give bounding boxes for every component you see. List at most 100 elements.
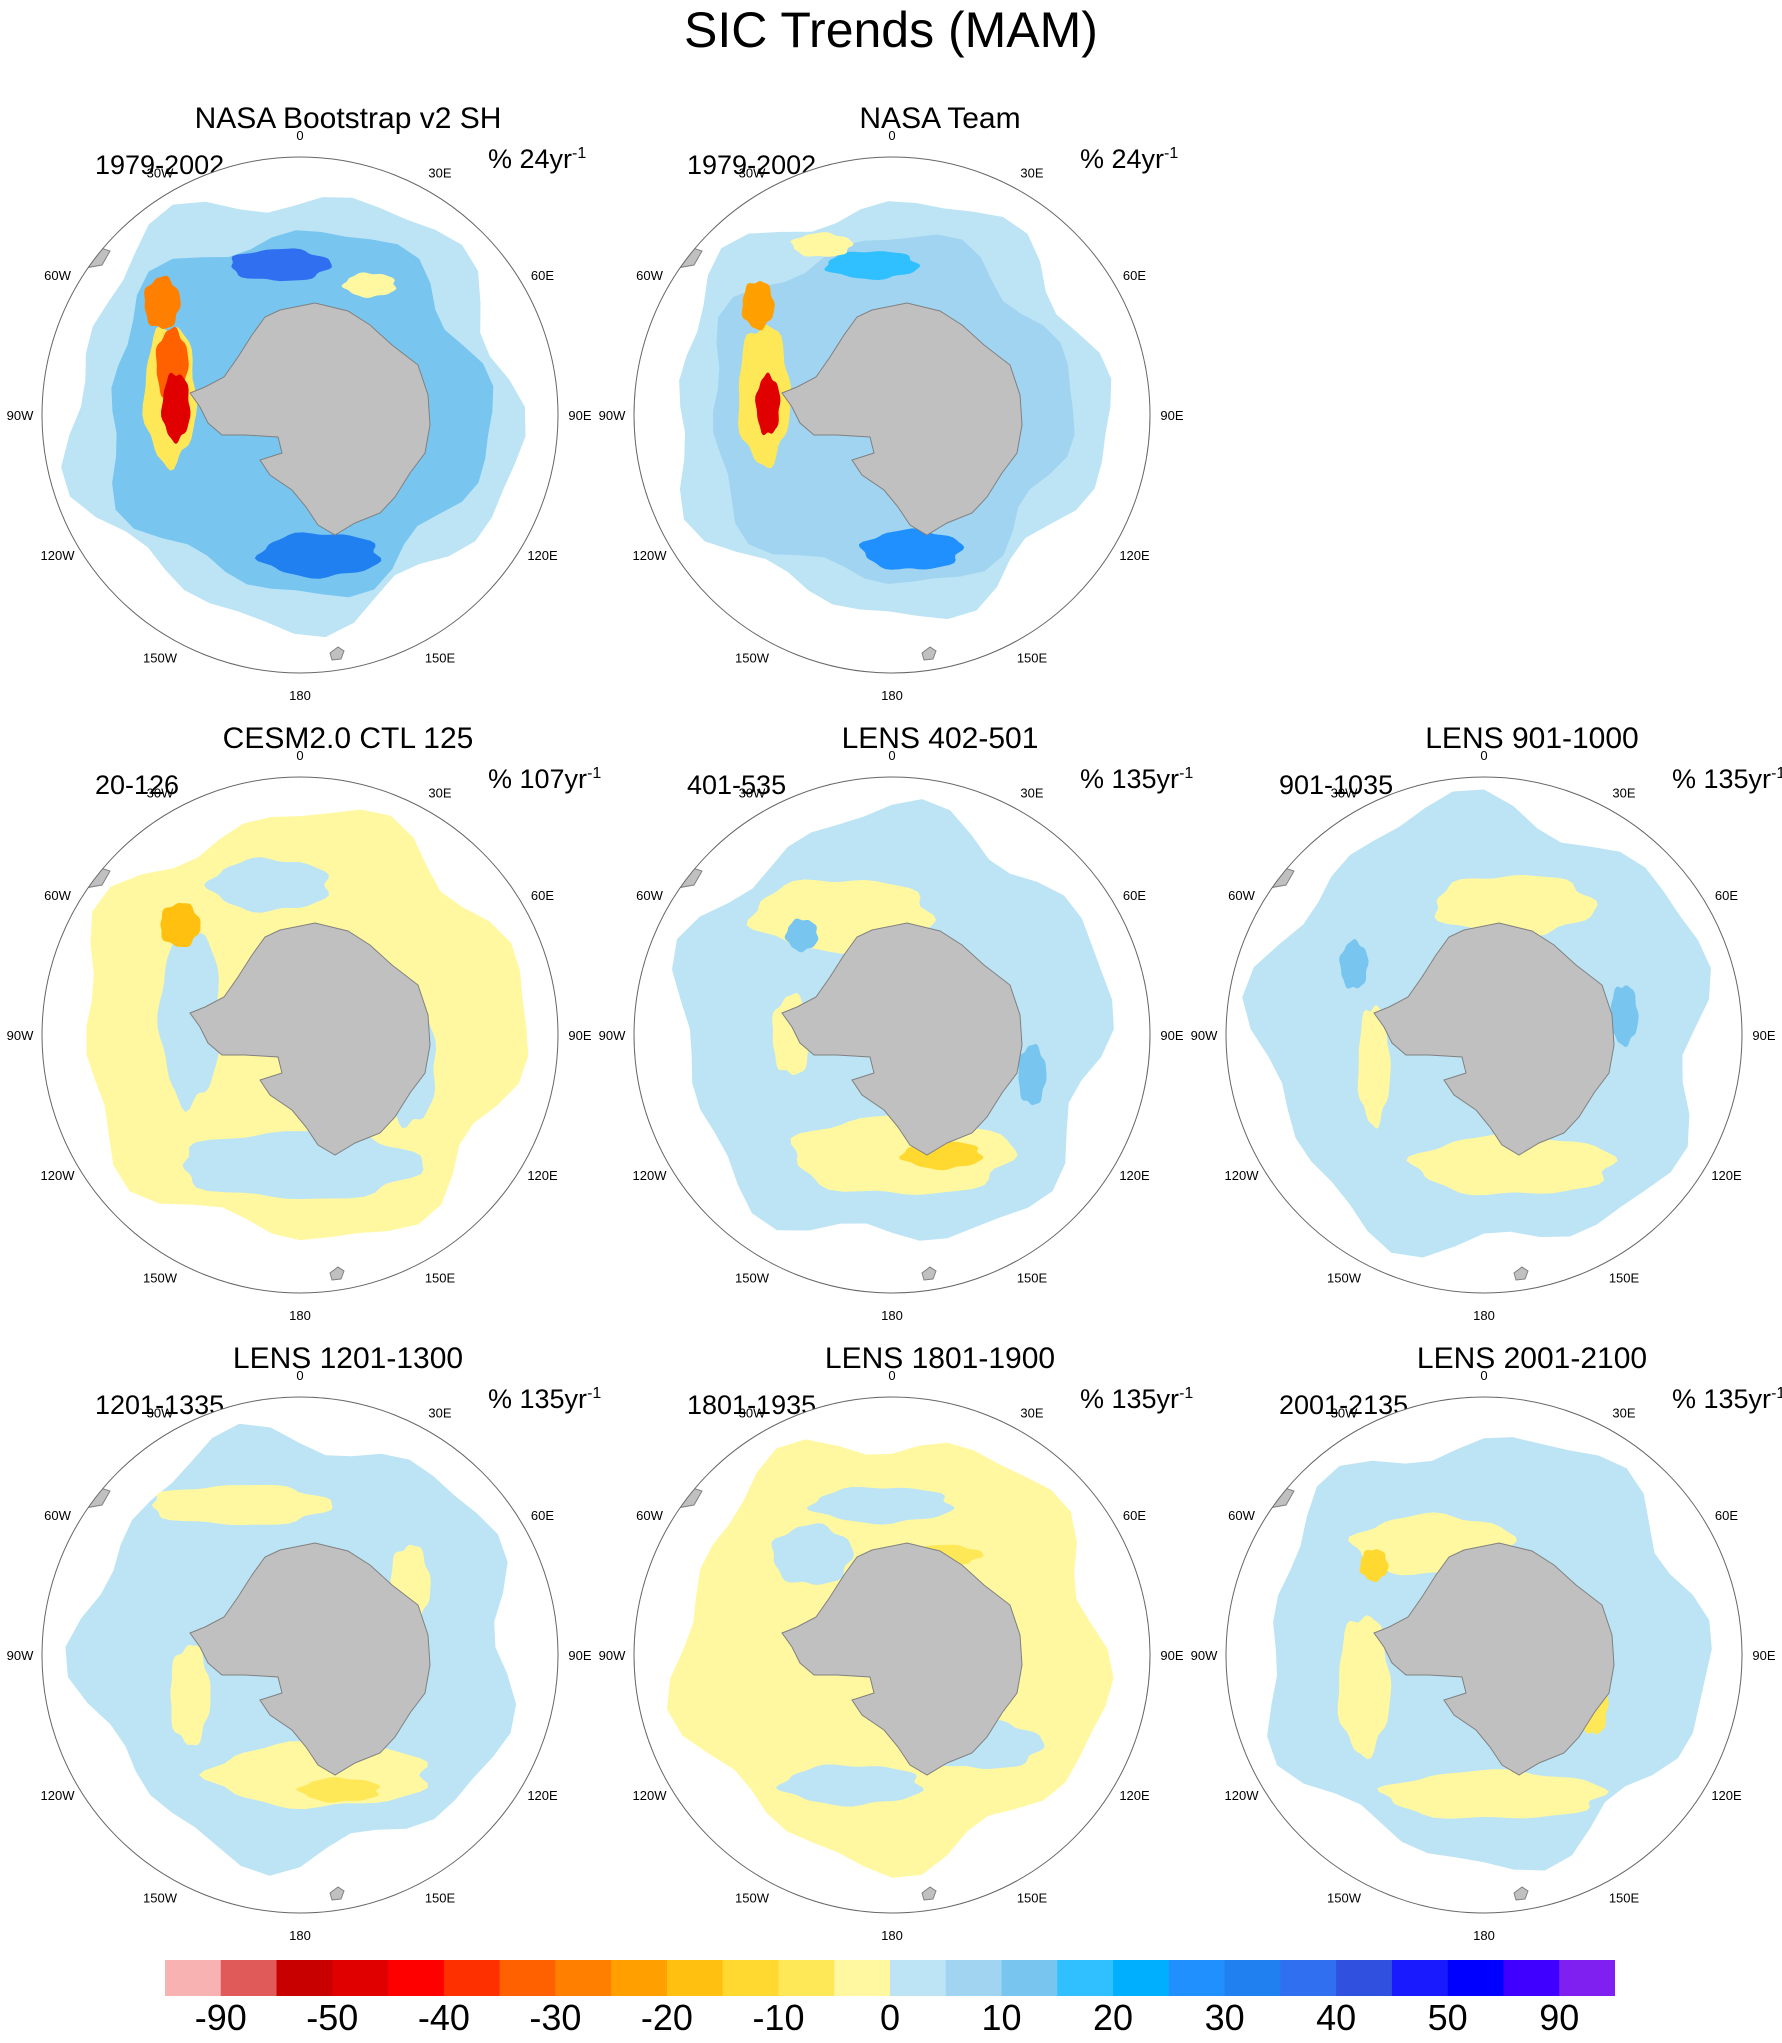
panel-years: 901-1035 bbox=[1279, 770, 1394, 800]
panel-title: LENS 1801-1900 bbox=[824, 1342, 1056, 1375]
polar-map: 0 30E 60E 90E 120E 150E 180 150W 120W 90W 60W 30W bbox=[599, 748, 1184, 1323]
longitude-label: 0 bbox=[296, 748, 303, 763]
longitude-label: 30W bbox=[739, 166, 766, 181]
polar-map: 0 30E 60E 90E 120E 150E 180 150W 120W 90W 60W 30W bbox=[1191, 748, 1776, 1323]
longitude-label: 90E bbox=[568, 1648, 591, 1663]
colorbar-swatch bbox=[1224, 1960, 1281, 1996]
panel-units: % 107yr-1 bbox=[488, 764, 602, 794]
longitude-label: 60W bbox=[1228, 888, 1255, 903]
longitude-label: 150E bbox=[425, 1891, 456, 1906]
colorbar-swatch bbox=[1057, 1960, 1114, 1996]
sic-trend-region bbox=[1357, 1005, 1391, 1129]
sic-trend-region bbox=[1339, 939, 1369, 989]
polar-map: 0 30E 60E 90E 120E 150E 180 150W 120W 90W 60W 30W bbox=[599, 1368, 1184, 1943]
colorbar-swatch bbox=[1113, 1960, 1170, 1996]
colorbar-swatch bbox=[666, 1960, 724, 1996]
panel-title: NASA Bootstrap v2 SH bbox=[194, 102, 502, 135]
sic-trend-region bbox=[784, 918, 819, 953]
longitude-label: 60E bbox=[531, 268, 554, 283]
sic-trend-region bbox=[858, 528, 965, 570]
panel-years: 401-535 bbox=[687, 770, 787, 800]
colorbar-swatch bbox=[1336, 1960, 1393, 1996]
longitude-label: 120E bbox=[1119, 548, 1150, 563]
longitude-label: 90W bbox=[7, 1028, 34, 1043]
longitude-label: 150W bbox=[1327, 1891, 1362, 1906]
longitude-label: 60W bbox=[44, 268, 71, 283]
polar-map: 0 30E 60E 90E 120E 150E 180 150W 120W 90W 60W 30W bbox=[7, 128, 592, 703]
colorbar-label: -20 bbox=[640, 1997, 693, 2038]
sic-trend-region bbox=[254, 532, 382, 579]
longitude-label: 120W bbox=[633, 1788, 668, 1803]
longitude-label: 150E bbox=[1017, 1891, 1048, 1906]
longitude-label: 30W bbox=[147, 786, 174, 801]
sic-trend-region bbox=[775, 1764, 924, 1807]
longitude-label: 90E bbox=[1160, 408, 1183, 423]
panel-units: % 24yr-1 bbox=[488, 144, 587, 174]
longitude-label: 120E bbox=[527, 548, 558, 563]
longitude-label: 90W bbox=[7, 1648, 34, 1663]
longitude-label: 180 bbox=[289, 1308, 311, 1323]
colorbar-swatch bbox=[834, 1960, 891, 1996]
longitude-label: 30W bbox=[739, 786, 766, 801]
colorbar-label: -90 bbox=[194, 1997, 247, 2038]
longitude-label: 60W bbox=[44, 1508, 71, 1523]
longitude-label: 60E bbox=[1715, 888, 1738, 903]
longitude-label: 120E bbox=[527, 1168, 558, 1183]
panel-units: % 135yr-1 bbox=[1080, 1384, 1194, 1414]
longitude-label: 120E bbox=[1119, 1168, 1150, 1183]
longitude-label: 150W bbox=[143, 651, 178, 666]
sic-trend-region bbox=[160, 902, 201, 948]
colorbar-swatch bbox=[165, 1960, 222, 1996]
longitude-label: 120W bbox=[41, 548, 76, 563]
figure-title: SIC Trends (MAM) bbox=[684, 2, 1098, 58]
new-zealand-landmass bbox=[1513, 1266, 1529, 1281]
longitude-label: 150W bbox=[143, 1271, 178, 1286]
new-zealand-landmass bbox=[329, 1886, 345, 1901]
map-panel: NASA Team 1979-2002 % 24yr-1 0 30E 60E 90E 120E… bbox=[599, 102, 1200, 710]
longitude-label: 180 bbox=[289, 688, 311, 703]
sic-trend-region bbox=[806, 1486, 955, 1525]
sic-trend-region bbox=[790, 232, 854, 257]
map-panel: LENS 1801-1900 1801-1935 % 135yr-1 0 30E 60E 9… bbox=[599, 1342, 1200, 1950]
longitude-label: 150W bbox=[735, 651, 770, 666]
panel-units: % 24yr-1 bbox=[1080, 144, 1179, 174]
antarctica-landmass bbox=[189, 922, 431, 1156]
colorbar-swatch bbox=[611, 1960, 668, 1996]
longitude-label: 180 bbox=[289, 1928, 311, 1943]
sic-trend-region bbox=[1018, 1043, 1047, 1106]
longitude-label: 60W bbox=[636, 268, 663, 283]
colorbar-swatch bbox=[443, 1960, 501, 1996]
colorbar-label: 10 bbox=[981, 1997, 1022, 2038]
longitude-label: 90E bbox=[1752, 1028, 1775, 1043]
colorbar-swatch bbox=[1001, 1960, 1058, 1996]
longitude-label: 60W bbox=[636, 1508, 663, 1523]
colorbar-swatch bbox=[1447, 1960, 1504, 1996]
colorbar-swatch bbox=[555, 1960, 612, 1996]
longitude-label: 30E bbox=[1020, 166, 1043, 181]
sic-trend-region bbox=[771, 1523, 854, 1585]
longitude-label: 90W bbox=[7, 408, 34, 423]
sic-trend-region bbox=[151, 1484, 333, 1526]
longitude-label: 90W bbox=[599, 1648, 626, 1663]
panel-title: LENS 1201-1300 bbox=[232, 1342, 464, 1375]
longitude-label: 150E bbox=[1609, 1891, 1640, 1906]
new-zealand-landmass bbox=[921, 646, 937, 661]
panel-years: 20-126 bbox=[95, 770, 180, 800]
colorbar-swatch bbox=[1503, 1960, 1560, 1996]
polar-map: 0 30E 60E 90E 120E 150E 180 150W 120W 90W 60W 30W bbox=[1191, 1368, 1776, 1943]
longitude-label: 60W bbox=[636, 888, 663, 903]
map-panel: LENS 901-1000 901-1035 % 135yr-1 0 30E 60E 90E… bbox=[1191, 722, 1782, 1330]
longitude-label: 120W bbox=[1225, 1788, 1260, 1803]
sic-trend-region bbox=[1377, 1769, 1609, 1819]
colorbar-swatch bbox=[890, 1960, 947, 1996]
colorbar bbox=[165, 1960, 1615, 1996]
longitude-label: 30E bbox=[428, 1406, 451, 1421]
longitude-label: 120W bbox=[41, 1168, 76, 1183]
panel-units: % 135yr-1 bbox=[1672, 764, 1782, 794]
new-zealand-landmass bbox=[921, 1886, 937, 1901]
longitude-label: 120W bbox=[633, 1168, 668, 1183]
longitude-label: 30W bbox=[147, 1406, 174, 1421]
longitude-label: 90W bbox=[1191, 1648, 1218, 1663]
longitude-label: 150E bbox=[1609, 1271, 1640, 1286]
panel-years: 1801-1935 bbox=[687, 1390, 817, 1420]
